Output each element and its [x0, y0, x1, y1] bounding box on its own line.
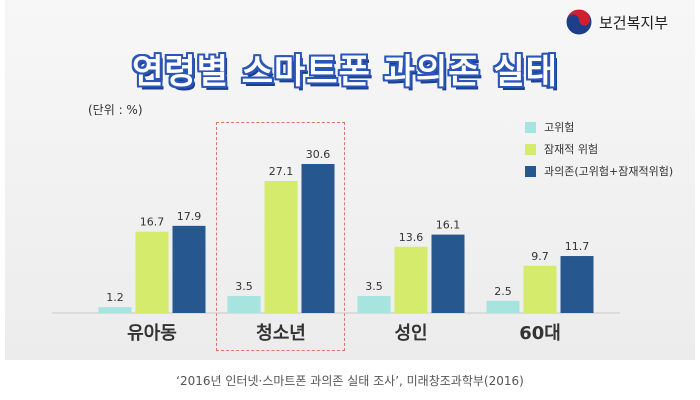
data-label-3-4: 11.7	[565, 240, 590, 253]
data-label-2-3: 13.6	[399, 231, 424, 244]
legend-label: 고위험	[544, 121, 575, 134]
unit-label: (단위 : %)	[88, 103, 143, 117]
chart-title: 연령별 스마트폰 과의존 실태	[132, 52, 558, 92]
ministry-logo: 보건복지부	[565, 5, 668, 39]
bar-2-3	[394, 246, 428, 313]
highlight-box	[216, 122, 345, 351]
data-label-3-3: 16.1	[436, 219, 461, 232]
data-label-1-3: 3.5	[365, 280, 383, 293]
bar-1-4	[486, 300, 520, 313]
legend-label: 과의존(고위험+잠재적위험)	[544, 165, 674, 178]
data-label-2-4: 9.7	[531, 250, 549, 263]
bar-1-2	[227, 295, 261, 313]
legend-swatch	[525, 121, 536, 133]
data-label-1-2: 3.5	[235, 280, 253, 293]
taegeuk-emblem-icon	[565, 8, 593, 36]
category-label-4: 60대	[519, 323, 561, 344]
legend-swatch	[525, 143, 536, 155]
legend-item-2: 잠재적 위험	[525, 138, 673, 160]
data-label-2-1: 16.7	[140, 216, 165, 229]
bar-3-3	[431, 234, 465, 313]
ministry-name: 보건복지부	[599, 13, 669, 32]
data-label-3-1: 17.9	[177, 210, 202, 223]
bar-2-4	[523, 265, 557, 313]
legend-item-3: 과의존(고위험+잠재적위험)	[525, 160, 673, 182]
data-label-1-4: 2.5	[494, 285, 512, 298]
bar-1-3	[357, 295, 391, 313]
legend-item-1: 고위험	[525, 116, 673, 138]
bar-2-1	[135, 231, 169, 313]
legend-swatch	[525, 165, 536, 177]
bar-3-1	[172, 225, 206, 313]
bar-3-2	[301, 164, 335, 313]
bar-chart: 1.2 16.7 17.9 유아동 3.5 27.1 30.6 청소년 3.5 13.6 16.1 성…	[52, 148, 620, 344]
data-label-3-2: 30.6	[306, 148, 331, 161]
category-label-2: 청소년	[256, 323, 306, 344]
data-label-1-1: 1.2	[106, 291, 124, 304]
bar-1-1	[98, 307, 132, 313]
data-label-2-2: 27.1	[269, 165, 294, 178]
category-label-3: 성인	[394, 323, 427, 344]
bar-2-2	[264, 181, 298, 313]
source-caption: ‘2016년 인터넷·스마트폰 과의존 실태 조사’, 미래창조과학부(2016…	[176, 374, 524, 388]
legend-label: 잠재적 위험	[544, 143, 599, 156]
category-label-1: 유아동	[127, 323, 177, 344]
bar-3-4	[560, 256, 594, 313]
